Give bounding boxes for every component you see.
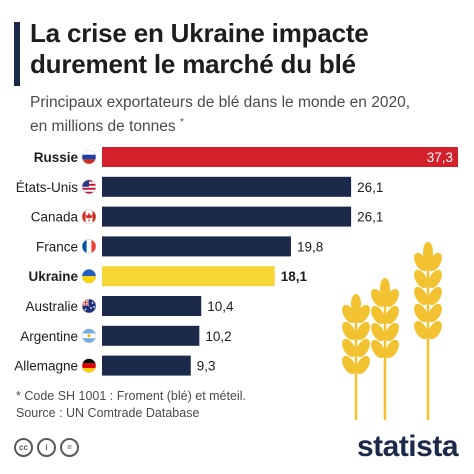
value-label-4: 18,1 (281, 269, 308, 284)
footnote: * Code SH 1001 : Froment (blé) et méteil… (16, 388, 246, 422)
footnote-source: Source : UN Comtrade Database (16, 406, 200, 420)
wheat-illustration (342, 242, 442, 420)
bar-7 (102, 355, 191, 376)
ukraine-flag-icon (81, 268, 97, 284)
subtitle-footnote-mark: * (179, 117, 184, 128)
category-label-7: Allemagne (14, 359, 78, 374)
footer: cc i = statista (0, 424, 474, 474)
subtitle-line-2-text: en millions de tonnes (30, 118, 176, 136)
bar-5 (102, 296, 202, 316)
bar-2 (102, 206, 352, 227)
cc-icon[interactable]: cc (14, 438, 33, 457)
australia-flag-icon (81, 298, 97, 314)
value-label-7: 9,3 (197, 359, 216, 374)
equal-icon[interactable]: = (60, 438, 79, 457)
value-label-6: 10,2 (205, 329, 231, 344)
title-line-2: durement le marché du blé (30, 49, 356, 79)
title-accent-bar (14, 22, 20, 86)
chart-title: La crise en Ukraine impacte durement le … (30, 18, 460, 80)
value-label-5: 10,4 (207, 299, 234, 314)
bar-series: Russie 37,3 États-Unis 26,1 Canada 26,1 France… (14, 147, 458, 376)
bar-3 (102, 236, 291, 257)
value-label-3: 19,8 (297, 239, 323, 254)
value-label-0: 37,3 (427, 150, 453, 165)
category-label-3: France (36, 239, 78, 254)
bar-6 (102, 325, 200, 346)
footnote-code: * Code SH 1001 : Froment (blé) et méteil… (16, 389, 246, 403)
value-label-2: 26,1 (357, 210, 383, 225)
france-flag-icon (81, 239, 97, 254)
russia-flag-icon (81, 149, 97, 165)
category-label-0: Russie (34, 150, 79, 165)
by-icon[interactable]: i (37, 438, 56, 457)
germany-flag-icon (81, 358, 97, 373)
category-label-2: Canada (31, 210, 79, 225)
argentina-flag-icon (81, 328, 97, 344)
subtitle-line-1: Principaux exportateurs de blé dans le m… (30, 94, 410, 111)
bar-0 (102, 147, 458, 167)
category-label-6: Argentine (20, 329, 78, 344)
subtitle-line-2: en millions de tonnes * (30, 113, 460, 137)
value-label-1: 26,1 (357, 180, 383, 195)
title-line-1: La crise en Ukraine impacte (30, 18, 369, 48)
statista-logo[interactable]: statista (356, 430, 459, 463)
usa-flag-icon (81, 179, 97, 195)
chart-subtitle: Principaux exportateurs de blé dans le m… (30, 93, 460, 137)
category-label-1: États-Unis (16, 180, 79, 195)
license-icons: cc i = (14, 438, 79, 457)
category-label-4: Ukraine (28, 269, 78, 284)
category-label-5: Australie (25, 299, 78, 314)
canada-flag-icon (81, 209, 97, 224)
bar-4 (102, 266, 275, 287)
bar-1 (102, 176, 352, 197)
